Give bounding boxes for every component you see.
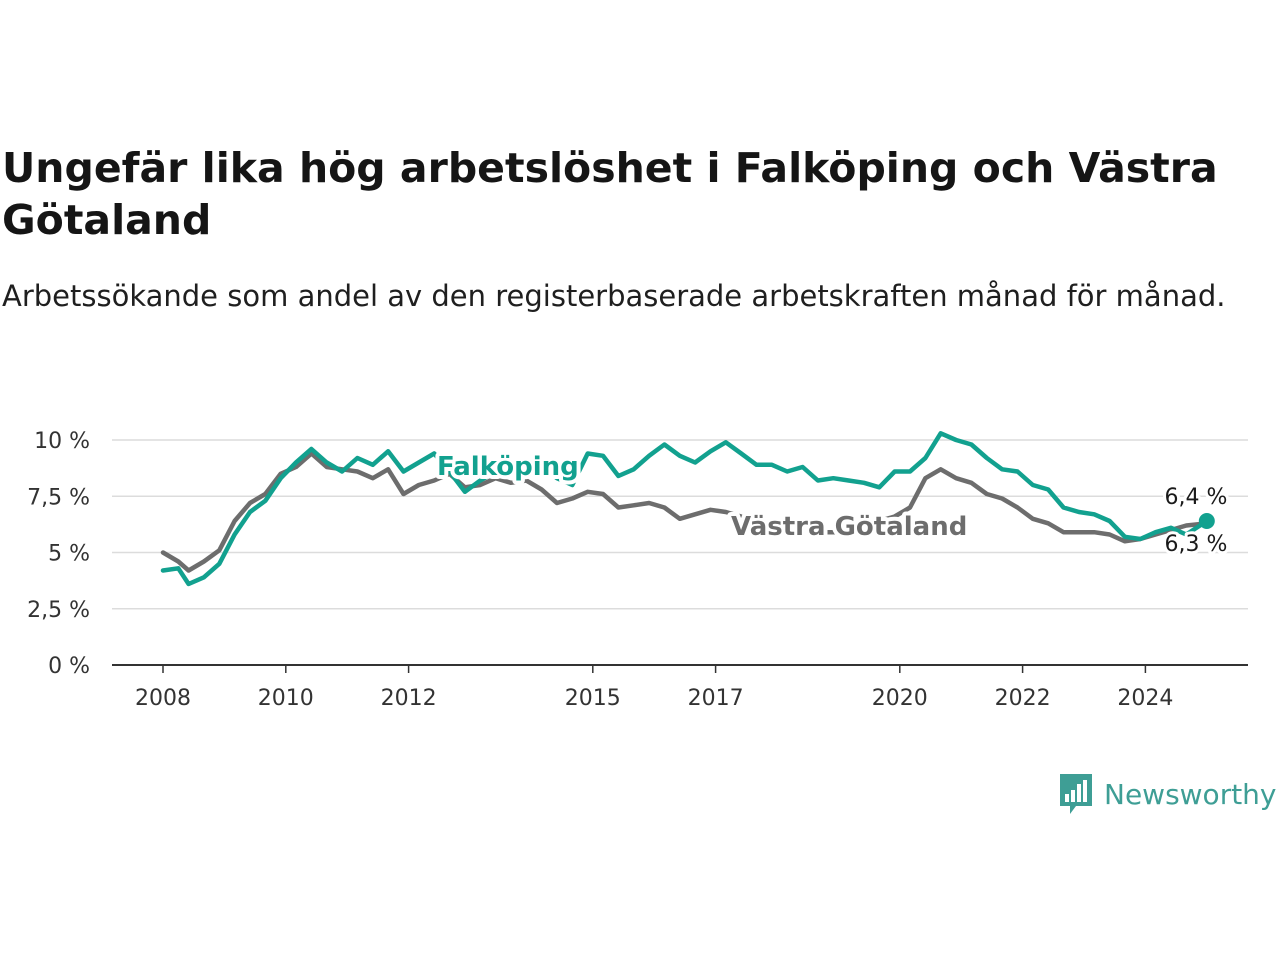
- series-line-0: [160, 431, 1210, 587]
- x-tick-label: 2024: [1117, 686, 1173, 711]
- y-tick-label: 10 %: [34, 429, 90, 454]
- y-tick-label: 0 %: [48, 654, 90, 679]
- newsworthy-logo-icon: [1060, 774, 1092, 814]
- x-tick-label: 2015: [565, 686, 621, 711]
- x-tick-label: 2012: [381, 686, 437, 711]
- y-tick-label: 2,5 %: [27, 598, 90, 623]
- series-lines: [160, 431, 1210, 587]
- series-end-label-0: 6,4 %: [1165, 485, 1228, 510]
- y-tick-label: 5 %: [48, 542, 90, 567]
- series-name-label-0: Falköping: [437, 452, 579, 482]
- x-tick-label: 2010: [258, 686, 314, 711]
- x-tick-label: 2008: [135, 686, 191, 711]
- series-end-label-1: 6,3 %: [1165, 532, 1228, 557]
- chart-title: Ungefär lika hög arbetslöshet i Falköpin…: [2, 144, 1218, 244]
- series-end-dot: [1198, 513, 1215, 529]
- gridlines: [112, 439, 1248, 610]
- y-tick-label: 7,5 %: [27, 485, 90, 510]
- x-tick-label: 2022: [995, 686, 1051, 711]
- series-labels: Falköping Västra Götaland 6,4 % 6,3 %: [433, 448, 1230, 560]
- x-axis: 2008 2010 2012 2015 2017 2020 2022 2024: [112, 664, 1248, 711]
- series-name-label-1: Västra Götaland: [731, 512, 967, 542]
- newsworthy-logo: Newsworthy: [1058, 772, 1277, 816]
- newsworthy-logo-text: Newsworthy: [1104, 777, 1277, 811]
- y-axis-ticks: 0 % 2,5 % 5 % 7,5 % 10 %: [27, 429, 90, 679]
- line-chart: 0 % 2,5 % 5 % 7,5 % 10 % 2008 2010 2012 2015 201…: [27, 429, 1248, 711]
- x-tick-label: 2017: [688, 686, 744, 711]
- chart-subtitle: Arbetssökande som andel av den registerb…: [2, 279, 1226, 313]
- x-tick-label: 2020: [872, 686, 928, 711]
